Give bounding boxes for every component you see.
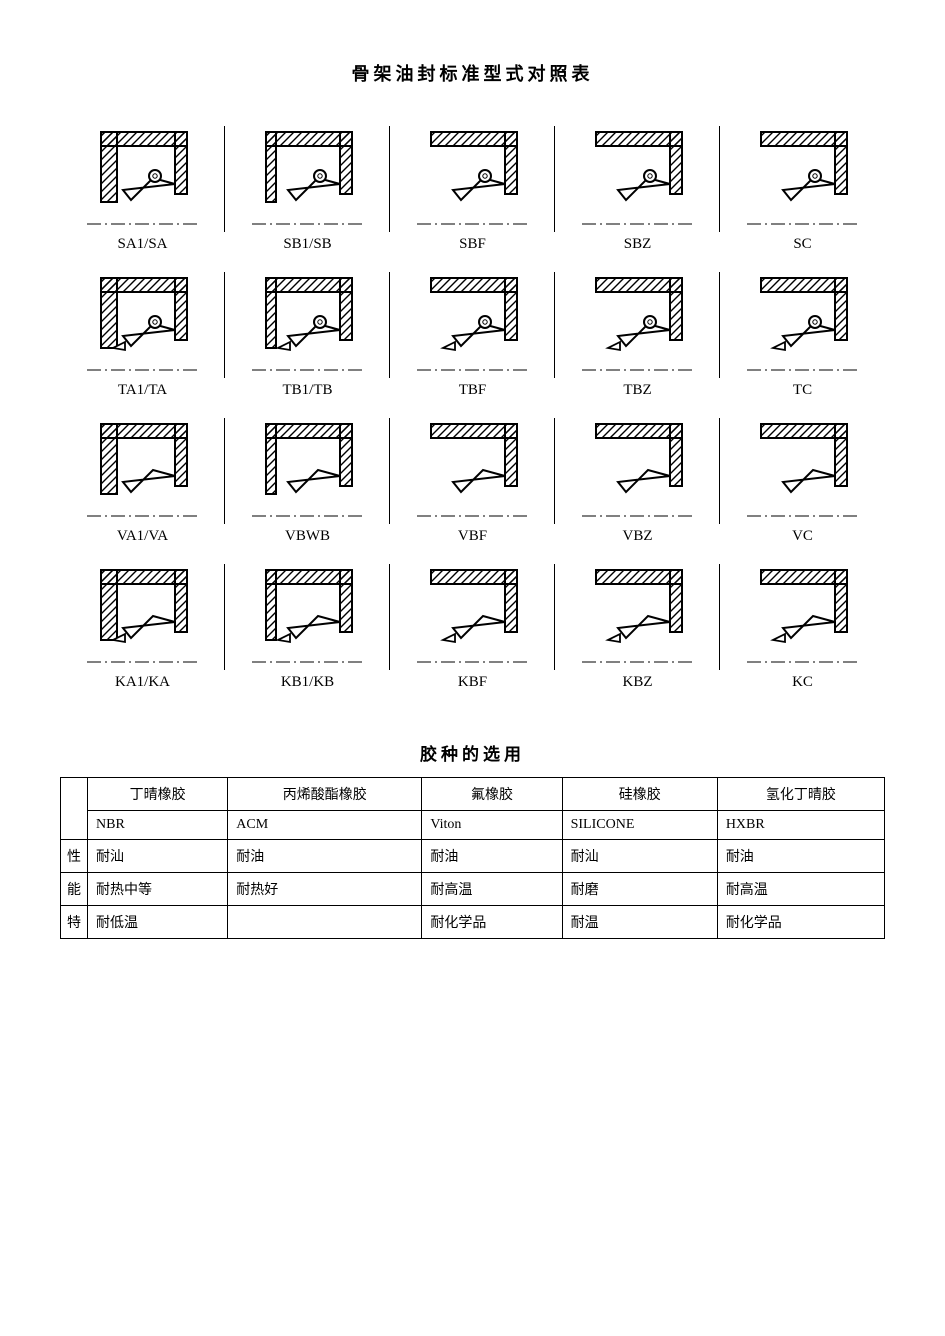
seal-diagram-label: KBF [458, 674, 487, 694]
seal-diagram-label: VC [792, 528, 813, 548]
seal-diagram [248, 414, 368, 524]
seal-diagram-label: VA1/VA [117, 528, 168, 548]
seal-diagram [83, 122, 203, 232]
table-cell: 耐化学品 [717, 906, 884, 939]
material-table: 丁晴橡胶丙烯酸酯橡胶氟橡胶硅橡胶氢化丁晴胶 NBRACMVitonSILICONE… [60, 777, 885, 939]
table-cell: 耐高温 [422, 873, 562, 906]
seal-diagram-cell: KA1/KA [60, 554, 225, 700]
table-col-name: 丙烯酸酯橡胶 [228, 778, 422, 811]
seal-diagram [743, 560, 863, 670]
seal-diagram-label: SC [793, 236, 811, 256]
table-col-name: 氟橡胶 [422, 778, 562, 811]
seal-diagram-cell: KBF [390, 554, 555, 700]
table-col-code: Viton [422, 811, 562, 840]
seal-diagram-label: SA1/SA [117, 236, 167, 256]
table-row-header: 特 [61, 906, 88, 939]
seal-diagram-cell: VC [720, 408, 885, 554]
seal-diagram-cell: SA1/SA [60, 116, 225, 262]
seal-diagram [743, 414, 863, 524]
seal-diagram [578, 414, 698, 524]
seal-diagram-cell: VBWB [225, 408, 390, 554]
seal-diagram-cell: SBF [390, 116, 555, 262]
seal-diagram-label: TB1/TB [282, 382, 332, 402]
seal-diagram [83, 414, 203, 524]
seal-diagram [248, 122, 368, 232]
page-title: 骨架油封标准型式对照表 [60, 60, 885, 86]
table-col-code: NBR [88, 811, 228, 840]
seal-diagram-grid: SA1/SA SB1/SB SBF SBZ SC TA1/TA TB1/TB T… [60, 116, 885, 700]
seal-diagram-label: SBF [459, 236, 486, 256]
table-col-name: 硅橡胶 [562, 778, 717, 811]
seal-diagram-label: TA1/TA [118, 382, 167, 402]
seal-diagram-cell: SB1/SB [225, 116, 390, 262]
seal-diagram-label: VBWB [285, 528, 330, 548]
seal-diagram-label: VBZ [623, 528, 653, 548]
seal-diagram-cell: KBZ [555, 554, 720, 700]
table-row-header: 能 [61, 873, 88, 906]
seal-diagram-label: SBZ [624, 236, 652, 256]
seal-diagram-cell: KC [720, 554, 885, 700]
seal-diagram [83, 560, 203, 670]
seal-diagram-cell: TB1/TB [225, 262, 390, 408]
table-cell: 耐油 [228, 840, 422, 873]
seal-diagram-cell: TBZ [555, 262, 720, 408]
material-section-title: 胶种的选用 [60, 740, 885, 765]
seal-diagram [578, 122, 698, 232]
seal-diagram-cell: KB1/KB [225, 554, 390, 700]
seal-diagram-cell: VBF [390, 408, 555, 554]
table-cell: 耐低温 [88, 906, 228, 939]
seal-diagram-label: KB1/KB [281, 674, 334, 694]
seal-diagram [413, 122, 533, 232]
table-cell: 耐汕 [88, 840, 228, 873]
seal-diagram [578, 268, 698, 378]
seal-diagram-cell: SC [720, 116, 885, 262]
table-cell: 耐油 [422, 840, 562, 873]
table-col-code: HXBR [717, 811, 884, 840]
table-cell: 耐化学品 [422, 906, 562, 939]
seal-diagram [743, 268, 863, 378]
table-cell: 耐高温 [717, 873, 884, 906]
seal-diagram-label: VBF [458, 528, 487, 548]
table-col-code: ACM [228, 811, 422, 840]
table-col-name: 氢化丁晴胶 [717, 778, 884, 811]
seal-diagram-label: TBZ [623, 382, 651, 402]
seal-diagram-cell: SBZ [555, 116, 720, 262]
seal-diagram-label: KC [792, 674, 813, 694]
table-cell: 耐温 [562, 906, 717, 939]
seal-diagram-label: TBF [459, 382, 487, 402]
seal-diagram [248, 560, 368, 670]
seal-diagram-label: TC [793, 382, 812, 402]
seal-diagram-cell: TBF [390, 262, 555, 408]
seal-diagram [83, 268, 203, 378]
table-corner [61, 778, 88, 840]
seal-diagram-cell: TA1/TA [60, 262, 225, 408]
seal-diagram [413, 414, 533, 524]
table-cell [228, 906, 422, 939]
seal-diagram [743, 122, 863, 232]
seal-diagram-label: KA1/KA [115, 674, 170, 694]
seal-diagram-label: SB1/SB [283, 236, 331, 256]
table-cell: 耐汕 [562, 840, 717, 873]
table-cell: 耐磨 [562, 873, 717, 906]
seal-diagram [413, 560, 533, 670]
seal-diagram-cell: VA1/VA [60, 408, 225, 554]
seal-diagram-cell: VBZ [555, 408, 720, 554]
table-col-name: 丁晴橡胶 [88, 778, 228, 811]
seal-diagram-label: KBZ [623, 674, 653, 694]
seal-diagram [248, 268, 368, 378]
table-cell: 耐热好 [228, 873, 422, 906]
table-row-header: 性 [61, 840, 88, 873]
seal-diagram [413, 268, 533, 378]
table-cell: 耐油 [717, 840, 884, 873]
seal-diagram-cell: TC [720, 262, 885, 408]
seal-diagram [578, 560, 698, 670]
table-cell: 耐热中等 [88, 873, 228, 906]
table-col-code: SILICONE [562, 811, 717, 840]
